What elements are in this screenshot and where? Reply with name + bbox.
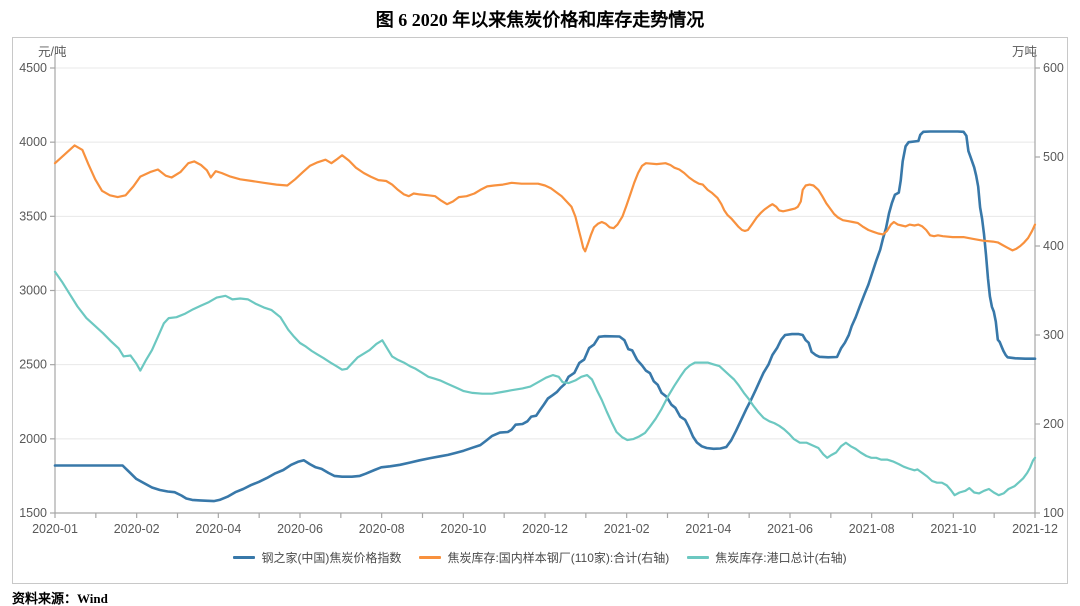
x-axis-tick-label: 2021-02 [604, 522, 650, 536]
x-axis-tick-label: 2021-08 [849, 522, 895, 536]
x-axis-tick-label: 2021-12 [1012, 522, 1058, 536]
y2-axis-tick-label: 600 [1043, 61, 1064, 75]
y2-axis-tick-label: 500 [1043, 150, 1064, 164]
y2-axis-tick-label: 400 [1043, 239, 1064, 253]
legend-swatch-teal-line [687, 556, 710, 559]
data-source-note: 资料来源：Wind [12, 591, 108, 606]
series-line-0 [53, 130, 1037, 503]
y-axis-tick-label: 2500 [19, 358, 47, 372]
y-axis-tick-label: 1500 [19, 506, 47, 520]
y-axis-tick-label: 3500 [19, 209, 47, 223]
y2-axis-tick-label: 300 [1043, 328, 1064, 342]
legend-item-mill-inventory: 焦炭库存:国内样本钢厂(110家):合计(右轴) [419, 549, 669, 566]
x-axis-tick-label: 2020-10 [440, 522, 486, 536]
x-axis-tick-label: 2020-01 [32, 522, 78, 536]
right-axis-unit-label: 万吨 [1012, 45, 1038, 59]
legend-swatch-orange-line [419, 556, 442, 559]
legend-label: 焦炭库存:国内样本钢厂(110家):合计(右轴) [447, 551, 670, 565]
legend-item-price-index: 钢之家(中国)焦炭价格指数 [233, 549, 401, 566]
legend-swatch-blue-line [233, 556, 256, 559]
y-axis-tick-label: 4000 [19, 135, 47, 149]
x-axis-tick-label: 2020-08 [359, 522, 405, 536]
chart-panel [12, 37, 1068, 584]
legend-label: 焦炭库存:港口总计(右轴) [715, 551, 847, 565]
legend-label: 钢之家(中国)焦炭价格指数 [261, 551, 402, 565]
series-line-1 [53, 144, 1037, 253]
y2-axis-tick-label: 200 [1043, 417, 1064, 431]
y-axis-tick-label: 3000 [19, 284, 47, 298]
chart-title: 图 6 2020 年以来焦炭价格和库存走势情况 [375, 10, 705, 30]
y-axis-tick-label: 2000 [19, 432, 47, 446]
x-axis-tick-label: 2021-06 [767, 522, 813, 536]
x-axis-tick-label: 2021-04 [685, 522, 731, 536]
y2-axis-tick-label: 100 [1043, 506, 1064, 520]
x-axis-tick-label: 2020-02 [114, 522, 160, 536]
legend-item-port-inventory: 焦炭库存:港口总计(右轴) [687, 549, 847, 566]
x-axis-tick-label: 2021-10 [930, 522, 976, 536]
x-axis-tick-label: 2020-12 [522, 522, 568, 536]
left-axis-unit-label: 元/吨 [38, 45, 67, 59]
y-axis-tick-label: 4500 [19, 61, 47, 75]
series-line-2 [53, 270, 1037, 497]
x-axis-tick-label: 2020-04 [195, 522, 241, 536]
x-axis-tick-label: 2020-06 [277, 522, 323, 536]
chart-legend: 钢之家(中国)焦炭价格指数 焦炭库存:国内样本钢厂(110家):合计(右轴) 焦… [0, 549, 1080, 566]
